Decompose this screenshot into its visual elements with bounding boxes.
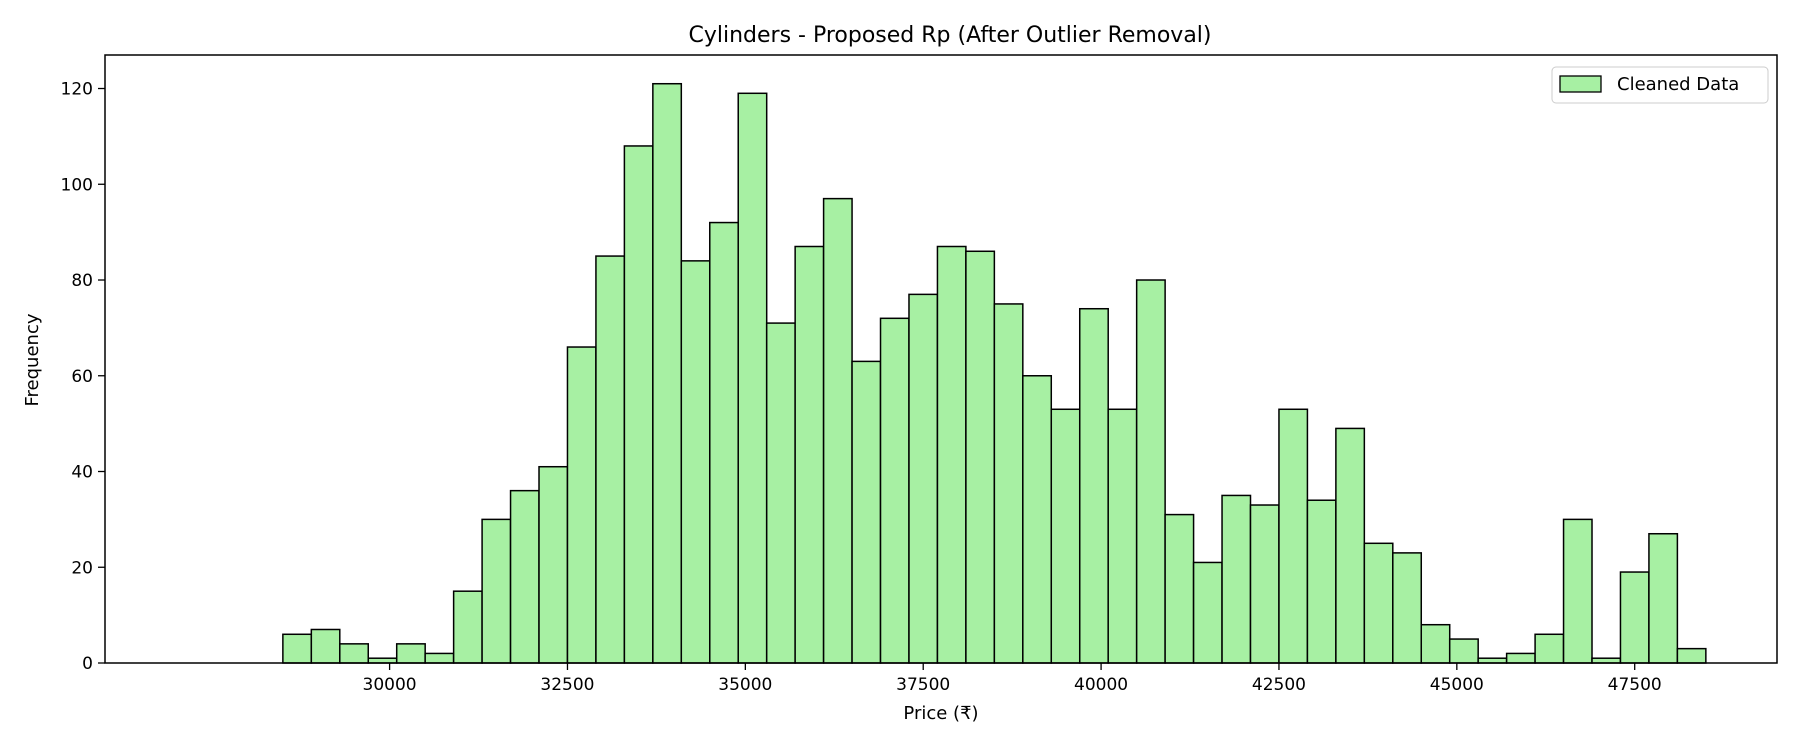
histogram-bar xyxy=(1249,504,1280,664)
histogram-bar xyxy=(1278,408,1309,664)
histogram-bar xyxy=(1221,494,1252,664)
histogram-bar xyxy=(908,293,939,664)
y-axis-ticks: 0 20 40 60 80 100 120 xyxy=(61,80,105,674)
histogram-bar xyxy=(282,633,313,664)
histogram-bar xyxy=(851,360,882,664)
histogram-bar xyxy=(595,255,626,664)
histogram-bar xyxy=(1335,427,1366,664)
x-axis-label: Price (₹) xyxy=(903,703,978,724)
x-tick-label: 47500 xyxy=(1608,675,1662,695)
histogram-bar xyxy=(936,245,967,664)
histogram-bar xyxy=(623,145,654,664)
histogram-bar xyxy=(1135,279,1166,664)
histogram-bar xyxy=(1448,638,1479,664)
histogram-bar xyxy=(566,346,597,664)
histogram-bar xyxy=(1192,561,1223,664)
histogram-bar xyxy=(794,245,825,664)
legend-box xyxy=(1551,66,1769,104)
histogram-bar xyxy=(1363,542,1394,664)
y-tick-label: 20 xyxy=(71,558,93,578)
histogram-bar xyxy=(1392,552,1423,664)
histogram-bar xyxy=(1676,647,1707,664)
histogram-bar xyxy=(339,643,370,664)
histogram-bar xyxy=(737,92,768,664)
legend-entry-cleaned-data: Cleaned Data xyxy=(1617,74,1739,95)
histogram-bar xyxy=(1107,408,1138,664)
histogram-bar xyxy=(1648,532,1679,664)
x-tick-label: 32500 xyxy=(540,675,594,695)
histogram-bar xyxy=(481,518,512,664)
legend: Cleaned Data xyxy=(1551,66,1769,104)
histogram-bar xyxy=(1050,408,1081,664)
histogram-bar xyxy=(822,197,853,664)
histogram-bar xyxy=(310,628,341,664)
histogram-bar xyxy=(680,260,711,664)
x-tick-label: 40000 xyxy=(1074,675,1128,695)
histogram-bar xyxy=(1562,518,1593,664)
y-tick-label: 100 xyxy=(61,175,93,195)
x-tick-label: 42500 xyxy=(1252,675,1306,695)
histogram-bar xyxy=(1534,633,1565,664)
histogram-bar xyxy=(509,489,540,664)
histogram-bar xyxy=(424,652,455,664)
y-tick-label: 80 xyxy=(71,271,93,291)
histogram-bar xyxy=(1505,652,1536,664)
histogram-bar xyxy=(1420,623,1451,664)
histogram-bar xyxy=(395,643,426,664)
x-axis-ticks: 30000 32500 35000 37500 40000 42500 45000 47500 xyxy=(363,663,1662,695)
histogram-bar xyxy=(452,590,483,664)
x-tick-label: 45000 xyxy=(1430,675,1484,695)
y-tick-label: 120 xyxy=(61,80,93,100)
y-tick-label: 60 xyxy=(71,367,93,387)
y-axis-label: Frequency xyxy=(22,313,43,406)
histogram-bar xyxy=(1078,307,1109,664)
chart-title: Cylinders - Proposed Rp (After Outlier R… xyxy=(688,23,1211,48)
bars-group xyxy=(282,82,1707,664)
histogram-bar xyxy=(1022,375,1053,664)
y-tick-label: 0 xyxy=(82,654,93,674)
histogram-bar xyxy=(1619,571,1650,664)
histogram-bar xyxy=(993,303,1024,664)
x-tick-label: 30000 xyxy=(363,675,417,695)
histogram-bar xyxy=(1164,513,1195,664)
histogram-bar xyxy=(879,317,910,664)
histogram-bar xyxy=(709,221,739,664)
x-tick-label: 37500 xyxy=(896,675,950,695)
plot-frame xyxy=(104,54,1778,664)
histogram-bar xyxy=(652,82,683,664)
legend-swatch xyxy=(1559,75,1602,93)
y-tick-label: 40 xyxy=(71,463,93,483)
histogram-bar xyxy=(765,322,796,664)
histogram-bar xyxy=(965,250,996,664)
x-tick-label: 35000 xyxy=(718,675,772,695)
histogram-bar xyxy=(1306,499,1337,664)
histogram-bar xyxy=(538,465,569,664)
